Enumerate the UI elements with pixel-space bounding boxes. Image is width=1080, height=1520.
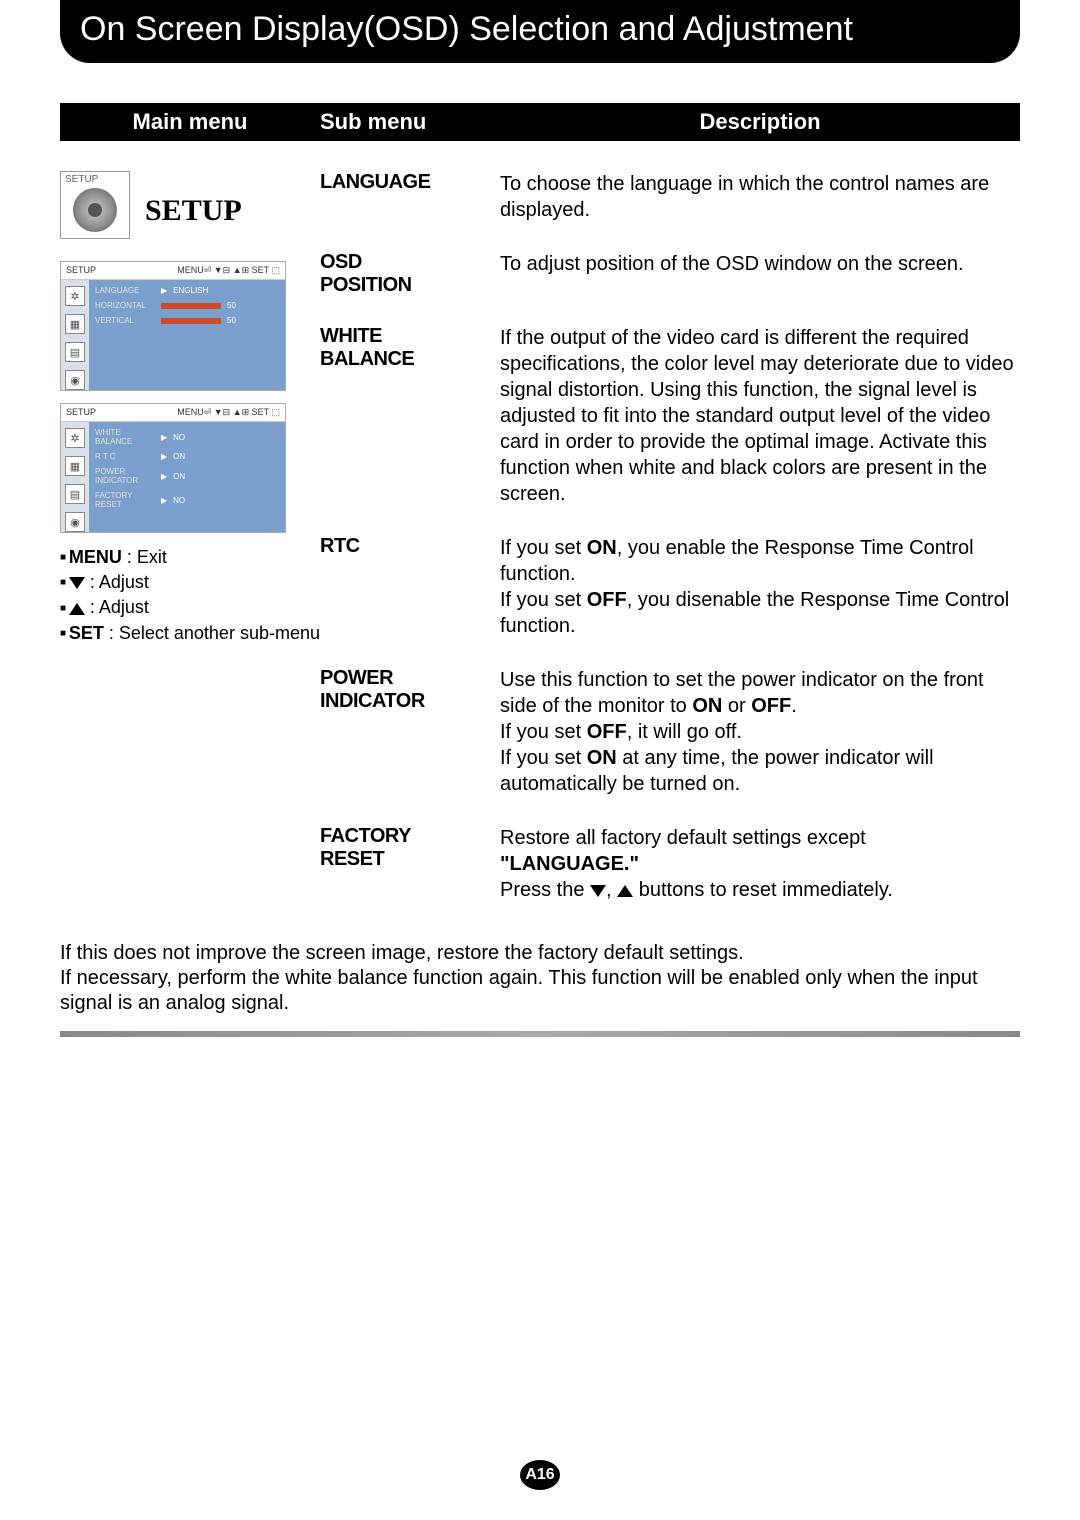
osd1-row1-value: 50 — [227, 301, 236, 310]
page-title: On Screen Display(OSD) Selection and Adj… — [60, 0, 1020, 63]
nav-menu-desc: : Exit — [127, 547, 167, 567]
osd1-row0-label: LANGUAGE — [95, 286, 155, 295]
osd-screenshot-2: SETUP MENU⏎ ▼⊟ ▲⊞ SET ⬚ ✲ ▦ ▤ ◉ WHITE BA… — [60, 403, 286, 533]
submenu-osd-position: OSD POSITION — [320, 251, 490, 297]
down-arrow-icon — [69, 577, 85, 589]
nav-down-desc: : Adjust — [90, 572, 149, 592]
osd2-row1-value: ON — [173, 452, 185, 461]
osd1-icon-0: ✲ — [65, 286, 85, 306]
osd2-header-right: MENU⏎ ▼⊟ ▲⊞ SET ⬚ — [177, 407, 280, 418]
osd2-icon-strip: ✲ ▦ ▤ ◉ — [61, 422, 89, 532]
gear-icon — [73, 188, 117, 232]
desc-osd-position: To adjust position of the OSD window on … — [500, 251, 1020, 277]
osd1-icon-1: ▦ — [65, 314, 85, 334]
setup-badge: SETUP — [60, 171, 130, 239]
osd1-icon-2: ▤ — [65, 342, 85, 362]
submenu-white-balance: WHITE BALANCE — [320, 325, 490, 371]
nav-menu-key: MENU — [69, 547, 122, 567]
desc-power-indicator: Use this function to set the power indic… — [500, 667, 1020, 797]
nav-up-desc: : Adjust — [90, 597, 149, 617]
submenu-factory-reset: FACTORY RESET — [320, 825, 490, 871]
osd1-header-left: SETUP — [66, 265, 96, 276]
osd2-row0-value: NO — [173, 433, 185, 442]
column-headers: Main menu Sub menu Description — [60, 103, 1020, 141]
submenu-power-indicator: POWER INDICATOR — [320, 667, 490, 713]
osd1-row2-value: 50 — [227, 316, 236, 325]
submenu-language: LANGUAGE — [320, 171, 490, 194]
osd1-icon-strip: ✲ ▦ ▤ ◉ — [61, 280, 89, 390]
header-sub: Sub menu — [320, 103, 500, 141]
osd2-row3-label: FACTORY RESET — [95, 491, 155, 509]
osd1-row2-label: VERTICAL — [95, 316, 155, 325]
divider — [60, 1031, 1020, 1037]
osd2-row1-label: R T C — [95, 452, 155, 461]
setup-title: SETUP — [145, 194, 242, 228]
osd2-icon-3: ◉ — [65, 512, 85, 532]
desc-factory-reset: Restore all factory default settings exc… — [500, 825, 1020, 903]
osd2-row0-label: WHITE BALANCE — [95, 428, 155, 446]
down-arrow-icon — [590, 885, 606, 897]
osd2-icon-0: ✲ — [65, 428, 85, 448]
nav-set-desc: : Select another sub-menu — [109, 623, 320, 643]
osd-screenshot-1: SETUP MENU⏎ ▼⊟ ▲⊞ SET ⬚ ✲ ▦ ▤ ◉ LANGUAGE… — [60, 261, 286, 391]
header-main: Main menu — [60, 103, 320, 141]
bottom-note: If this does not improve the screen imag… — [60, 941, 1020, 1016]
osd2-icon-2: ▤ — [65, 484, 85, 504]
setup-badge-label: SETUP — [65, 174, 98, 185]
up-arrow-icon — [69, 603, 85, 615]
desc-rtc: If you set ON, you enable the Response T… — [500, 535, 1020, 639]
nav-set-key: SET — [69, 623, 104, 643]
nav-instructions: MENU : Exit : Adjust : Adjust SET : Sele… — [60, 545, 300, 646]
desc-white-balance: If the output of the video card is diffe… — [500, 325, 1020, 507]
header-desc: Description — [500, 103, 1020, 141]
page-number: A16 — [520, 1460, 560, 1490]
osd2-row2-label: POWER INDICATOR — [95, 467, 155, 485]
up-arrow-icon — [617, 885, 633, 897]
submenu-rtc: RTC — [320, 535, 490, 558]
osd2-icon-1: ▦ — [65, 456, 85, 476]
osd1-row1-label: HORIZONTAL — [95, 301, 155, 310]
osd1-row0-value: ENGLISH — [173, 286, 208, 295]
osd2-header-left: SETUP — [66, 407, 96, 418]
osd2-row3-value: NO — [173, 496, 185, 505]
osd1-icon-3: ◉ — [65, 370, 85, 390]
osd1-header-right: MENU⏎ ▼⊟ ▲⊞ SET ⬚ — [177, 265, 280, 276]
desc-language: To choose the language in which the cont… — [500, 171, 1020, 223]
osd2-row2-value: ON — [173, 472, 185, 481]
